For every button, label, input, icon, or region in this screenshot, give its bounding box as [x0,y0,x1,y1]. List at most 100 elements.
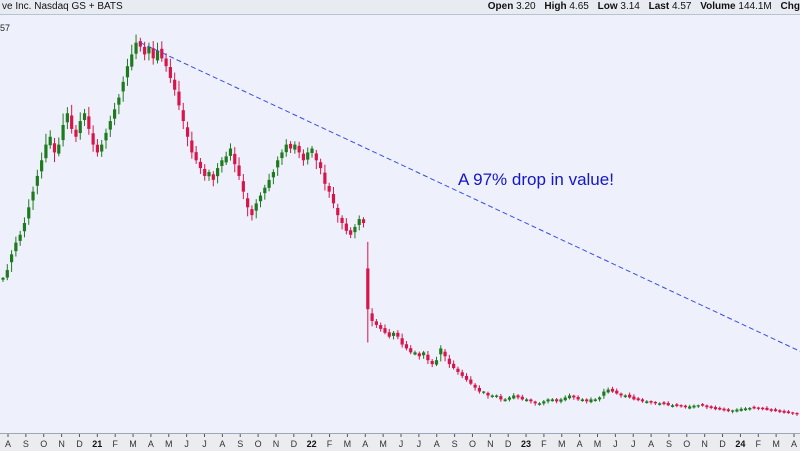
x-tick-label: D [76,439,83,449]
candle-body [555,399,559,402]
candle-body [44,144,48,159]
change-label: Chg [780,1,800,12]
candle-body [190,140,194,153]
candle-body [632,396,636,400]
x-tick-label: A [577,439,583,449]
candle-body [400,338,404,345]
candle-body [74,129,78,137]
x-tick-label: A [219,439,225,449]
last-price-label: 57 [0,23,11,33]
candle-body [61,125,65,141]
volume-label: Volume [700,1,736,12]
x-tick-label: M [594,439,602,449]
candle-body [529,399,533,402]
candle-body [78,121,82,134]
x-axis-ticks: A S O N D 21 F M A M J J A S O N D 22 F M A M J J A S O N D 23 F M A M J J A… [5,434,797,449]
candle-body [499,396,503,400]
candle-body [636,398,640,401]
high-value: 4.65 [569,1,589,12]
x-tick-label: J [184,439,189,449]
candle-body [194,152,198,161]
x-tick-label: 23 [521,439,531,449]
candle-body [91,133,95,145]
candle-body [546,399,550,402]
candle-body [439,348,443,355]
candle-body [143,46,147,55]
candle-body [709,406,713,409]
x-tick-label: N [701,439,708,449]
candle-body [168,67,172,78]
candle-body [473,384,477,388]
candle-body [224,156,228,163]
candle-body [443,351,447,357]
candle-body [615,390,619,394]
x-tick-label: O [683,439,690,449]
x-tick-label: F [541,439,547,449]
x-tick-label: J [202,439,207,449]
candle-body [525,399,529,402]
open-label: Open [487,1,514,12]
x-tick-label: O [469,439,476,449]
candle-body [726,409,730,412]
candle-body [731,410,735,412]
candle-body [366,268,370,310]
x-tick-label: S [23,439,29,449]
candle-body [426,354,430,361]
candle-body [585,399,589,402]
candle-body [117,97,121,105]
candle-body [752,406,756,409]
x-tick-label: 24 [735,439,745,449]
candle-body [301,153,306,161]
x-tick-label: M [165,439,173,449]
volume-value: 144.1M [738,1,772,12]
candle-body [743,408,748,411]
candle-body [95,144,100,153]
candle-body [503,399,507,402]
candle-body [323,172,327,184]
candle-body [559,399,563,402]
candle-body [215,168,220,177]
candle-body [610,388,615,392]
candle-body [683,405,688,408]
candle-body [469,379,473,384]
candle-body [331,193,336,204]
candle-body [550,399,554,402]
x-tick-label: S [666,439,672,449]
candle-body [640,399,645,402]
open-value: 3.20 [516,1,536,12]
candle-body [254,203,258,211]
x-axis: A S O N D 21 F M A M J J A S O N D 22 F M A M J J A S O N D 23 F M A M J J A… [0,433,800,451]
candle-body [284,144,288,153]
candle-body [198,161,203,169]
x-tick-label: A [434,439,440,449]
candle-body [1,277,5,280]
candle-body [765,407,769,410]
candle-body [688,406,692,409]
candle-body [151,48,155,59]
high-label: High [544,1,567,12]
symbol-title: ve Inc. Nasdaq GS + BATS [2,1,123,12]
candle-body [104,132,108,141]
candle-body [542,401,546,404]
candle-body [65,113,69,123]
candle-body [48,136,52,146]
candle-body [267,179,271,188]
x-tick-label: M [344,439,352,449]
x-tick-label: N [273,439,280,449]
candle-body [623,395,627,398]
candle-body [112,109,117,119]
last-value: 4.57 [671,1,692,12]
candle-body [134,42,138,54]
x-tick-label: A [648,439,654,449]
candle-body [14,242,18,252]
candle-body [482,391,486,393]
candle-body [782,410,786,413]
candle-body [460,372,464,376]
x-tick-label: D [719,439,726,449]
low-value: 3.14 [620,1,640,12]
candle-body [494,395,499,397]
candle-body [658,403,662,405]
candle-body [593,399,597,402]
candle-body [138,41,142,47]
x-tick-label: J [417,439,422,449]
